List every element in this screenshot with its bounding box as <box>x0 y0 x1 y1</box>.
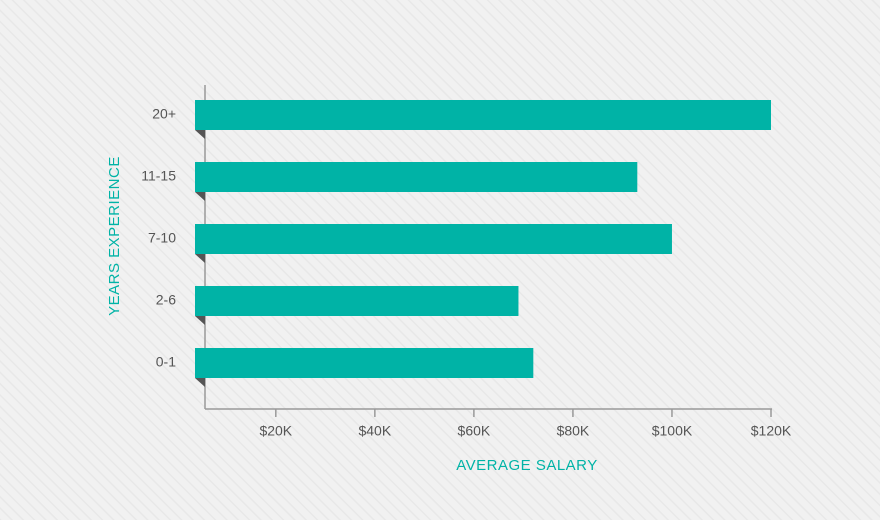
bar-fold <box>195 378 205 387</box>
y-tick-label: 20+ <box>152 106 176 122</box>
y-tick-label: 2-6 <box>156 292 176 308</box>
y-axis-label: YEARS EXPERIENCE <box>106 156 123 316</box>
bar-fold <box>195 254 205 263</box>
y-tick-label: 7-10 <box>148 230 176 246</box>
bar <box>195 162 638 192</box>
y-tick-label: 11-15 <box>141 168 176 184</box>
y-tick-label: 0-1 <box>156 354 176 370</box>
bar-fold <box>195 192 205 201</box>
x-tick-label: $120K <box>751 423 792 439</box>
bar <box>195 286 519 316</box>
x-axis-label: AVERAGE SALARY <box>456 457 598 474</box>
bar <box>195 348 534 378</box>
bar-fold <box>195 130 205 139</box>
x-tick-label: $40K <box>358 423 391 439</box>
x-tick-label: $100K <box>652 423 693 439</box>
x-tick-label: $20K <box>259 423 292 439</box>
bar <box>195 224 672 254</box>
bar <box>195 100 771 130</box>
x-tick-label: $80K <box>557 423 590 439</box>
x-tick-label: $60K <box>458 423 491 439</box>
bar-fold <box>195 316 205 325</box>
